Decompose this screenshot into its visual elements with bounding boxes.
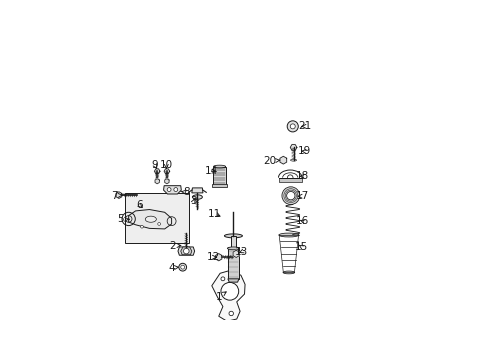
- Polygon shape: [233, 250, 239, 257]
- Circle shape: [287, 175, 292, 180]
- Text: 7: 7: [111, 191, 123, 201]
- Circle shape: [140, 225, 143, 228]
- Text: 9: 9: [151, 160, 158, 170]
- Ellipse shape: [278, 233, 298, 237]
- Polygon shape: [290, 145, 296, 150]
- Circle shape: [282, 187, 299, 204]
- Polygon shape: [154, 169, 160, 174]
- Polygon shape: [163, 186, 181, 194]
- Text: 17: 17: [296, 191, 309, 201]
- Circle shape: [286, 121, 298, 132]
- Text: 18: 18: [296, 171, 309, 181]
- Circle shape: [221, 277, 224, 281]
- Circle shape: [234, 252, 237, 256]
- Circle shape: [158, 222, 160, 225]
- Text: 3: 3: [190, 196, 197, 206]
- Text: 12: 12: [206, 252, 220, 262]
- Text: 1: 1: [215, 292, 226, 302]
- Circle shape: [228, 311, 233, 316]
- Polygon shape: [116, 192, 122, 198]
- Text: 15: 15: [295, 242, 308, 252]
- Bar: [212, 184, 226, 186]
- Ellipse shape: [192, 195, 202, 199]
- Ellipse shape: [227, 247, 239, 250]
- Polygon shape: [164, 169, 169, 174]
- Text: 19: 19: [297, 146, 311, 156]
- Text: 16: 16: [296, 216, 309, 226]
- Text: 10: 10: [160, 160, 173, 170]
- Text: 11: 11: [207, 209, 221, 219]
- Polygon shape: [128, 210, 171, 229]
- Ellipse shape: [283, 271, 294, 274]
- Text: 21: 21: [297, 121, 311, 131]
- Ellipse shape: [145, 216, 156, 222]
- Circle shape: [290, 124, 295, 129]
- Polygon shape: [191, 188, 203, 193]
- Circle shape: [179, 263, 186, 271]
- Ellipse shape: [213, 165, 225, 168]
- Circle shape: [233, 278, 237, 282]
- Ellipse shape: [224, 234, 242, 238]
- Bar: [278, 177, 301, 181]
- Text: 20: 20: [263, 156, 279, 166]
- Circle shape: [221, 283, 238, 300]
- Polygon shape: [155, 179, 159, 184]
- Text: 6: 6: [136, 201, 143, 210]
- Circle shape: [167, 188, 171, 192]
- Circle shape: [181, 265, 184, 269]
- Bar: [230, 236, 236, 248]
- Circle shape: [173, 188, 177, 192]
- Polygon shape: [164, 179, 169, 184]
- Text: 8: 8: [181, 187, 190, 197]
- Text: 4: 4: [168, 263, 178, 273]
- Text: 2: 2: [169, 240, 181, 251]
- Polygon shape: [211, 270, 244, 321]
- FancyBboxPatch shape: [125, 193, 189, 243]
- Polygon shape: [181, 247, 191, 255]
- Bar: [213, 167, 225, 185]
- Polygon shape: [280, 156, 286, 164]
- Text: 5: 5: [117, 214, 129, 224]
- Bar: [227, 247, 239, 279]
- Polygon shape: [227, 279, 239, 282]
- Circle shape: [286, 192, 294, 200]
- Polygon shape: [178, 247, 194, 255]
- Text: 14: 14: [204, 166, 218, 176]
- Ellipse shape: [290, 159, 296, 161]
- Circle shape: [281, 158, 285, 162]
- Text: 13: 13: [235, 247, 248, 257]
- Polygon shape: [215, 253, 222, 261]
- Circle shape: [183, 248, 189, 254]
